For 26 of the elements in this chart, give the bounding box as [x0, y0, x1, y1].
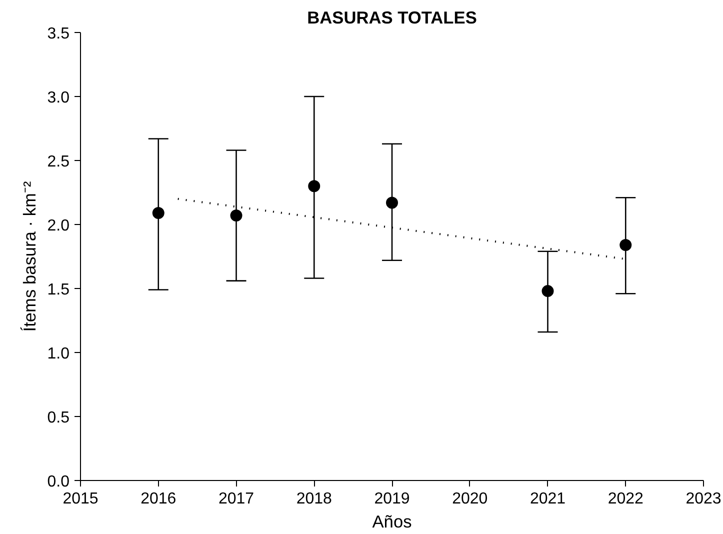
point — [308, 180, 320, 192]
point — [620, 238, 632, 251]
point — [152, 206, 164, 219]
x-tick-label: 2016 — [140, 490, 176, 508]
y-axis-title: Ítems basura · km⁻² — [19, 181, 40, 332]
x-tick-label: 2020 — [452, 490, 488, 508]
y-tick-label: 3.0 — [47, 90, 70, 106]
x-tick-label: 2022 — [608, 490, 644, 508]
y-tick-label: 3.5 — [47, 26, 70, 42]
y-tick-label: 0.5 — [47, 410, 70, 426]
x-tick-label: 2017 — [218, 490, 254, 508]
x-tick-label: 2021 — [530, 490, 566, 508]
point — [230, 210, 242, 222]
y-tick-label: 1.5 — [47, 282, 70, 298]
y-tick-label: 0.0 — [47, 474, 70, 490]
x-axis-title: Años — [372, 512, 412, 532]
point — [542, 285, 554, 298]
point — [386, 196, 398, 209]
x-tick-label: 2015 — [62, 490, 98, 508]
x-tick-label: 2019 — [374, 490, 410, 508]
x-tick-label: 2018 — [296, 490, 332, 508]
y-tick-label: 1.0 — [47, 346, 70, 362]
x-tick-label: 2023 — [686, 490, 722, 508]
chart-title: BASURAS TOTALES — [307, 8, 477, 28]
y-tick-label: 2.5 — [47, 154, 70, 170]
y-tick-label: 2.0 — [47, 218, 70, 234]
